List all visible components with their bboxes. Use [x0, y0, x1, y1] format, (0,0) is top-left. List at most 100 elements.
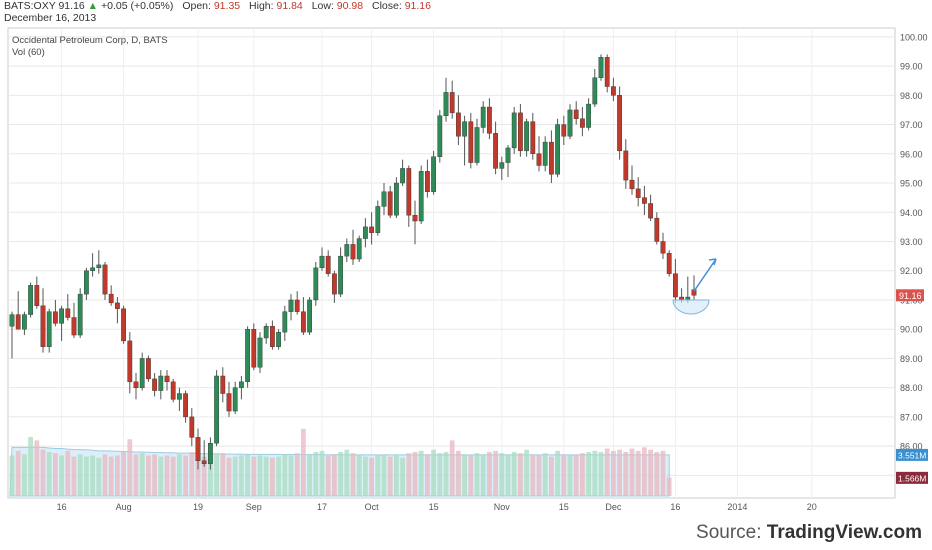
volume-bar [282, 454, 288, 496]
volume-bar [425, 454, 430, 496]
volume-bar [201, 456, 207, 496]
volume-bar [437, 453, 443, 496]
candle-body [406, 168, 412, 216]
candle-body [549, 141, 554, 175]
volume-bar [499, 453, 505, 496]
candle-body [468, 121, 474, 163]
volume-bar [654, 452, 660, 496]
volume-bar [307, 454, 312, 496]
candle-body [257, 337, 263, 368]
volume-bar [170, 456, 176, 496]
candle-body [90, 267, 96, 271]
volume-bar [9, 455, 15, 496]
volume-bar [666, 477, 672, 496]
low-label: Low: [311, 0, 334, 12]
candle-body [46, 311, 52, 347]
trend-arrow [693, 258, 717, 292]
volume-bar [139, 453, 145, 496]
volume-bar [65, 450, 71, 496]
candle-body [666, 252, 672, 274]
candle-body [245, 329, 250, 383]
candle-body [456, 112, 461, 137]
x-tick-label: 15 [559, 502, 569, 512]
high-label: High: [249, 0, 274, 12]
y-tick-label: 97.00 [900, 120, 923, 130]
candle-body [127, 340, 133, 383]
candle-body [232, 387, 238, 412]
candle-body [536, 153, 542, 166]
volume-bar [449, 440, 455, 496]
candle-body [586, 103, 592, 128]
candle-body [635, 188, 641, 198]
high-value: 91.84 [276, 0, 303, 12]
volume-bar [133, 454, 139, 496]
volume-bar [84, 456, 89, 496]
volume-bar [239, 455, 244, 496]
y-tick-label: 95.00 [900, 179, 923, 189]
x-tick-label: Sep [246, 502, 262, 512]
candle-body [114, 302, 120, 309]
candle-body [524, 121, 530, 152]
volume-bar [505, 454, 511, 496]
volume-bar [102, 454, 108, 496]
candle-body [443, 92, 449, 116]
volume-bar [257, 455, 263, 496]
volume-bar [363, 456, 368, 496]
volume-bar [152, 454, 157, 496]
volume-bar [660, 450, 666, 496]
volume-bar [356, 455, 362, 496]
volume-bar [350, 453, 356, 496]
candle-body [387, 191, 393, 216]
volume-bar [263, 456, 269, 496]
y-tick-label: 90.00 [900, 325, 923, 335]
candle-body [375, 206, 381, 233]
volume-bar [611, 450, 616, 496]
volume-bar [555, 450, 560, 496]
y-tick-label: 88.00 [900, 383, 923, 393]
source-credit: Source: TradingView.com [696, 522, 922, 544]
candle-body [437, 115, 443, 157]
candle-body [654, 217, 660, 242]
x-tick-label: Dec [605, 502, 622, 512]
volume-bar [313, 452, 319, 496]
volume-bar [387, 456, 393, 496]
volume-bar [319, 450, 325, 496]
volume-bar [530, 454, 536, 496]
volume-bar [232, 456, 238, 496]
volume-bar [542, 453, 548, 496]
x-tick-label: 16 [670, 502, 680, 512]
volume-bar [294, 453, 300, 496]
volume-bar [208, 455, 213, 496]
candle-body [22, 314, 27, 330]
volume-bar [623, 452, 629, 496]
volume-bar [400, 457, 405, 496]
volume-bar [164, 455, 170, 496]
candle-body [158, 375, 164, 391]
candle-body [77, 293, 83, 336]
candle-body [561, 124, 567, 137]
y-tick-label: 100.00 [900, 32, 928, 42]
symbol: BATS:OXY [4, 0, 56, 12]
volume-bar [146, 455, 151, 496]
volume-bar [573, 454, 579, 496]
candle-body [34, 285, 40, 307]
candle-body [83, 270, 89, 295]
candle-body [518, 112, 523, 152]
candle-body [301, 311, 306, 333]
candle-body [493, 133, 498, 169]
candle-body [604, 57, 610, 87]
candle-body [474, 127, 480, 163]
x-tick-label: 2014 [727, 502, 747, 512]
candle-body [350, 244, 356, 260]
candle-body [251, 329, 257, 368]
candle-body [189, 416, 195, 438]
volume-bar [46, 452, 52, 496]
candle-body [363, 226, 368, 239]
candle-body [152, 378, 157, 391]
volume-bar [214, 454, 219, 496]
candle-body [15, 314, 21, 330]
volume-bar [412, 452, 418, 496]
volume-bar [431, 449, 436, 496]
candle-body [648, 203, 654, 219]
